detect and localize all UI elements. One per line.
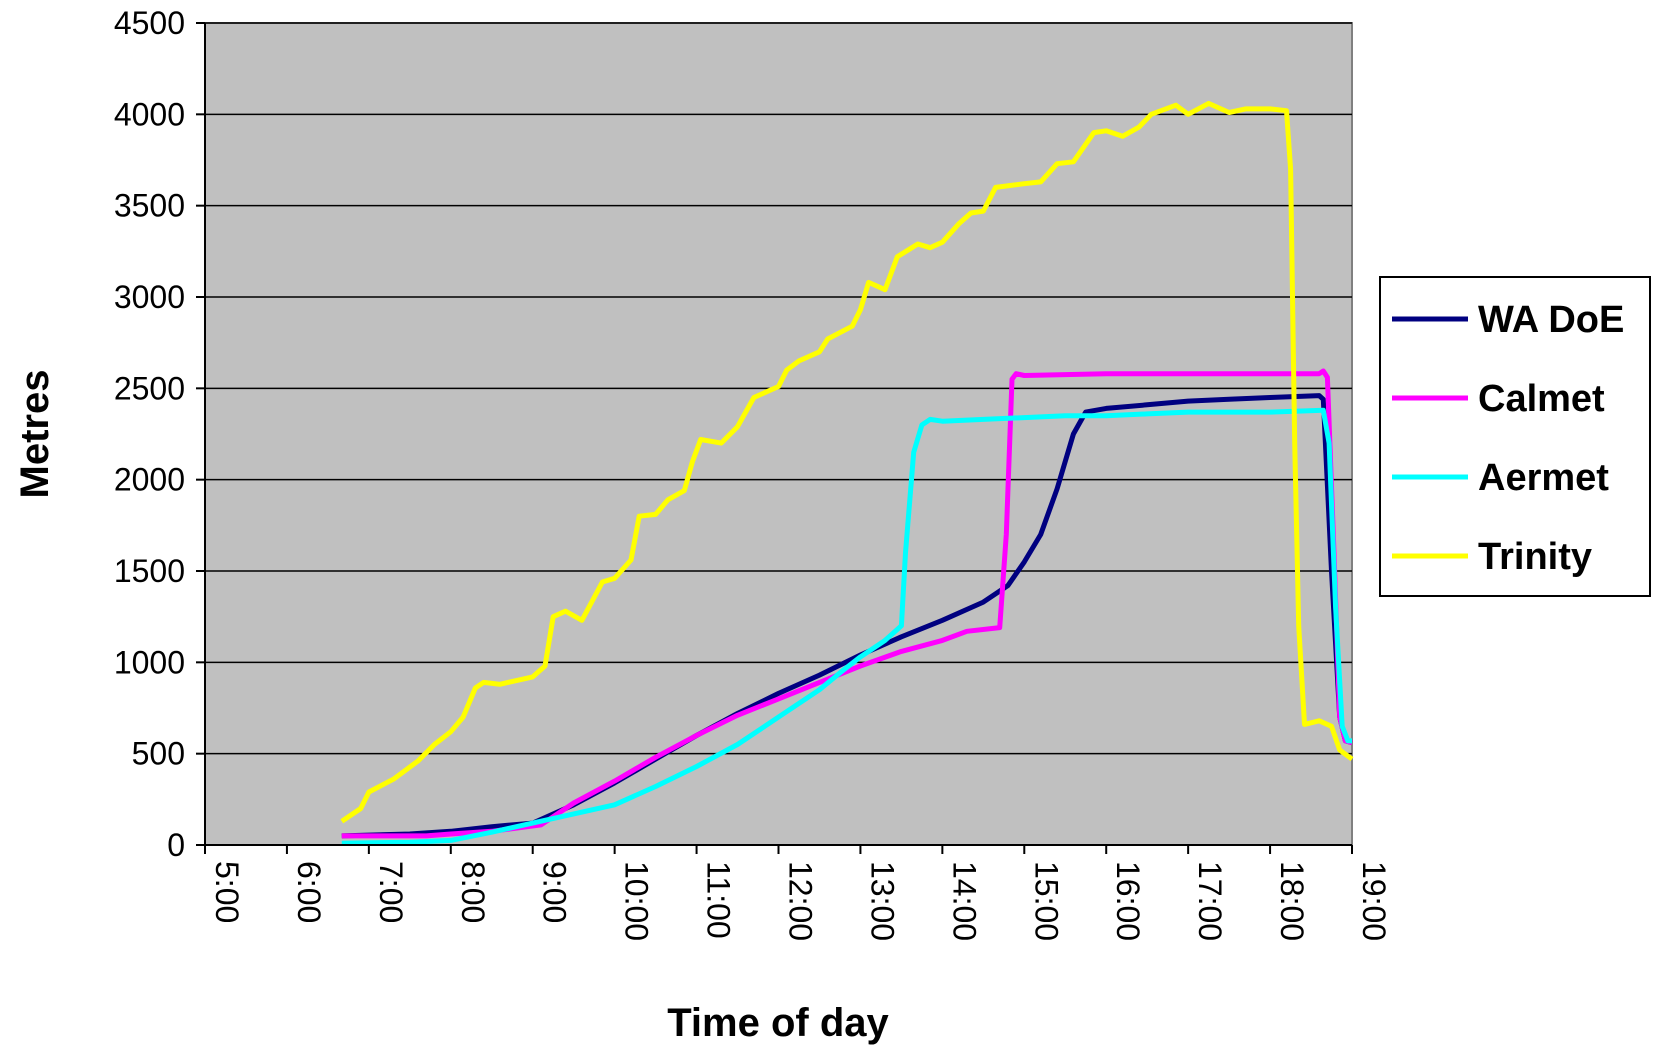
x-axis-title: Time of day (667, 1001, 889, 1045)
x-tick-label-3: 8:00 (455, 861, 491, 923)
legend-label-2: Aermet (1478, 457, 1609, 499)
x-tick-label-7: 12:00 (783, 861, 819, 941)
x-tick-label-8: 13:00 (864, 861, 900, 941)
x-tick-label-9: 14:00 (946, 861, 982, 941)
y-tick-label-1: 500 (132, 736, 185, 772)
y-axis-title: Metres (13, 370, 57, 499)
x-tick-label-0: 5:00 (209, 861, 245, 923)
y-tick-label-7: 3500 (114, 188, 185, 224)
x-tick-label-13: 18:00 (1274, 861, 1310, 941)
y-tick-label-5: 2500 (114, 370, 185, 406)
x-tick-label-6: 11:00 (701, 861, 737, 939)
series-lines (340, 100, 1354, 846)
x-tick-label-11: 16:00 (1110, 861, 1146, 941)
plot-area (204, 22, 1353, 846)
y-tick-label-0: 0 (167, 827, 185, 863)
x-tick-label-12: 17:00 (1192, 861, 1228, 941)
y-tick-label-9: 4500 (114, 5, 185, 41)
x-tick-label-10: 15:00 (1028, 861, 1064, 941)
y-tick-label-6: 3000 (114, 279, 185, 315)
x-tick-label-4: 9:00 (537, 861, 573, 923)
series-line-1 (341, 368, 1353, 839)
y-tick-label-4: 2000 (114, 462, 185, 498)
x-tick-label-2: 7:00 (373, 861, 409, 923)
x-tick-label-14: 19:00 (1356, 861, 1392, 941)
y-axis-tick-labels: 0 500 1000 1500 2000 2500 3000 3500 4000 4500 (114, 5, 205, 863)
legend-box (1379, 276, 1651, 597)
series-line-3 (340, 100, 1354, 824)
legend-label-0: WA DoE (1478, 299, 1624, 341)
y-tick-label-3: 1500 (114, 553, 185, 589)
x-tick-label-5: 10:00 (619, 861, 655, 941)
legend-label-1: Calmet (1478, 378, 1605, 420)
series-line-2 (341, 407, 1352, 846)
y-tick-label-2: 1000 (114, 644, 185, 680)
y-tick-label-8: 4000 (114, 96, 185, 132)
legend-label-3: Trinity (1478, 536, 1592, 578)
x-axis-tick-labels: 5:00 6:00 7:00 8:00 9:00 10:00 11:00 12:00 13:00… (204, 845, 1392, 941)
x-tick-label-1: 6:00 (291, 861, 327, 923)
legend: WA DoE Calmet Aermet Trinity (1379, 276, 1651, 597)
